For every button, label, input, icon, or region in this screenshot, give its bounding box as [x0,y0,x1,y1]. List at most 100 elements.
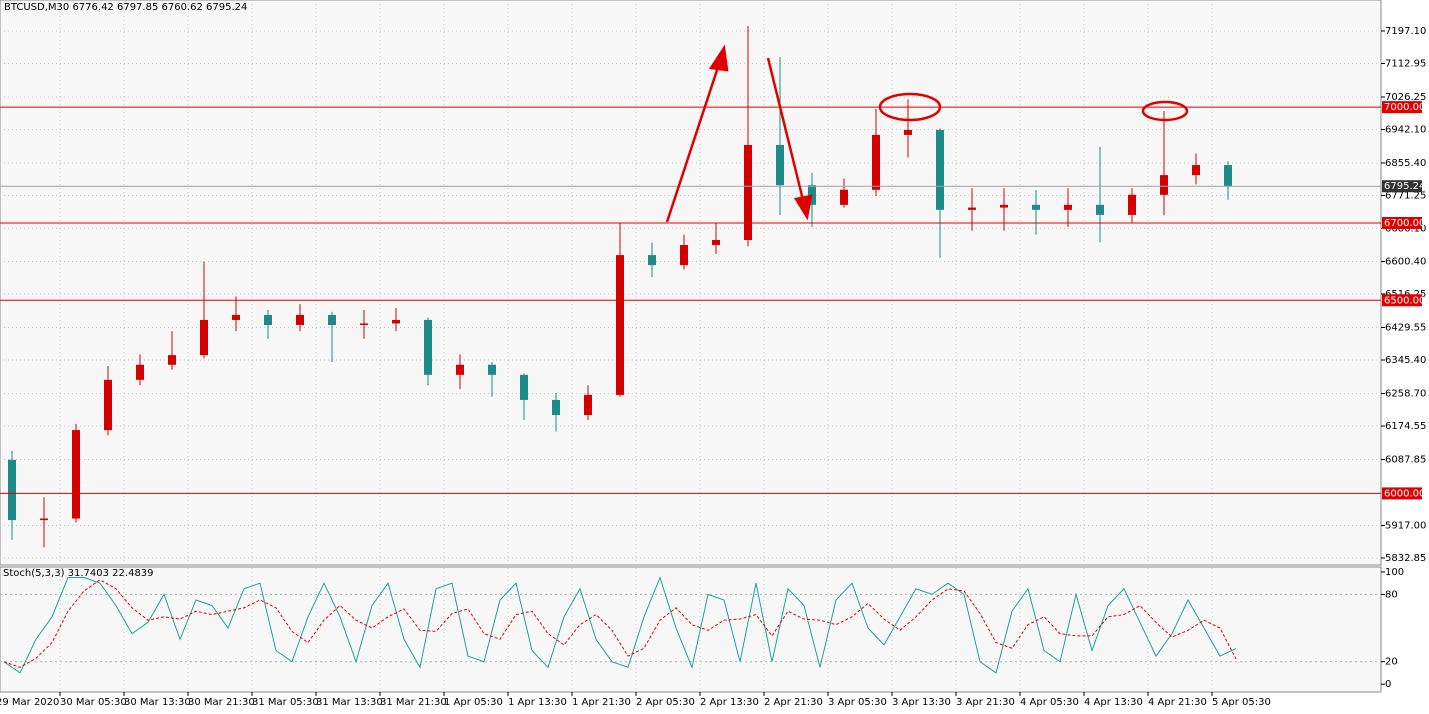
x-tick-label: 2 Apr 21:30 [764,697,823,708]
y-tick-label: 6174.55 [1385,421,1426,432]
candle-body [616,255,624,395]
arrow-down [766,57,805,201]
candle-body [328,314,336,325]
candle-body [1192,165,1200,176]
candle-body [200,319,208,356]
candle-body [136,364,144,380]
current-price-label: 6795.24 [1384,181,1425,192]
candle-body [584,394,592,416]
candle-body [40,518,48,521]
x-tick-label: 31 Mar 05:30 [252,697,319,708]
x-tick-label: 4 Apr 05:30 [1020,697,1079,708]
y-tick-label: 6942.10 [1385,124,1426,135]
y-tick-label: 20 [1385,657,1398,668]
x-tick-label: 30 Mar 13:30 [124,697,191,708]
x-tick-label: 4 Apr 13:30 [1084,697,1143,708]
candle-body [72,430,80,519]
arrow-head [794,194,813,221]
candle-body [392,319,400,324]
x-tick-label: 1 Apr 13:30 [508,697,567,708]
candle-body [1096,204,1104,215]
main-panel [0,0,1382,566]
y-tick-label: 6429.55 [1385,322,1426,333]
candle-body [296,314,304,325]
chart-title: BTCUSD,M30 6776.42 6797.85 6760.62 6795.… [4,2,247,13]
candle-body [552,399,560,416]
ellipse [878,92,942,122]
x-tick-label: 29 Mar 2020 [0,697,59,708]
stoch-panel [0,566,1382,693]
candle-body [840,189,848,205]
candle-body [648,255,656,266]
x-tick-label: 1 Apr 05:30 [444,697,503,708]
indicator-title: Stoch(5,3,3) 31.7403 22.4839 [3,568,154,579]
y-tick-label: 7197.10 [1385,26,1426,37]
level-label-box [1382,101,1422,114]
x-tick-label: 2 Apr 13:30 [700,697,759,708]
candle-body [744,144,752,241]
y-tick-label: 7112.95 [1385,58,1426,69]
candle-body [776,144,784,186]
arrow-up [665,63,721,223]
y-tick-label: 0 [1385,679,1391,690]
candle-body [968,207,976,210]
candle-body [1032,204,1040,210]
x-tick-label: 3 Apr 13:30 [892,697,951,708]
y-tick-label: 5917.00 [1385,520,1426,531]
candle-body [232,314,240,320]
level-label-box [1382,487,1422,500]
candle-body [456,364,464,375]
stoch-line [3,579,1237,668]
candle-body [1000,204,1008,208]
y-tick-label: 6855.40 [1385,158,1426,169]
candle-body [488,364,496,375]
candle-body [424,319,432,375]
y-tick-label: 7026.25 [1385,92,1426,103]
candle-body [8,459,16,521]
candle-body [904,129,912,135]
x-tick-label: 31 Mar 13:30 [316,697,383,708]
current-price-box [1382,180,1422,193]
candle-body [1224,165,1232,187]
x-tick-label: 3 Apr 21:30 [956,697,1015,708]
candle-body [1064,204,1072,210]
y-tick-label: 100 [1385,567,1404,578]
level-label: 6000.00 [1384,488,1425,499]
level-label: 6500.00 [1384,295,1425,306]
x-tick-label: 31 Mar 21:30 [380,697,447,708]
y-tick-label: 80 [1385,589,1398,600]
candle-body [104,379,112,431]
level-label-box [1382,217,1422,230]
candle-body [1160,175,1168,195]
stoch-line [3,576,1237,674]
candle-body [520,374,528,400]
y-tick-label: 6345.40 [1385,355,1426,366]
candle-body [872,134,880,190]
level-label: 6700.00 [1384,218,1425,229]
level-label: 7000.00 [1384,102,1425,113]
candle-body [680,245,688,266]
y-tick-label: 6258.70 [1385,388,1426,399]
x-tick-label: 4 Apr 21:30 [1148,697,1207,708]
candle-body [264,314,272,325]
x-tick-label: 1 Apr 21:30 [572,697,631,708]
x-tick-label: 30 Mar 05:30 [60,697,127,708]
annotations [665,44,1189,223]
y-tick-label: 5832.85 [1385,553,1426,564]
x-tick-label: 3 Apr 05:30 [828,697,887,708]
y-tick-label: 6771.25 [1385,190,1426,201]
candle-body [936,129,944,210]
candle-body [168,355,176,365]
ellipse [1141,100,1189,122]
candle-body [360,323,368,325]
candle-body [712,240,720,246]
arrow-head [708,44,729,72]
candle-body [1128,194,1136,215]
y-tick-label: 6087.85 [1385,454,1426,465]
x-tick-label: 30 Mar 21:30 [188,697,255,708]
y-tick-label: 6600.40 [1385,256,1426,267]
x-tick-label: 2 Apr 05:30 [636,697,695,708]
